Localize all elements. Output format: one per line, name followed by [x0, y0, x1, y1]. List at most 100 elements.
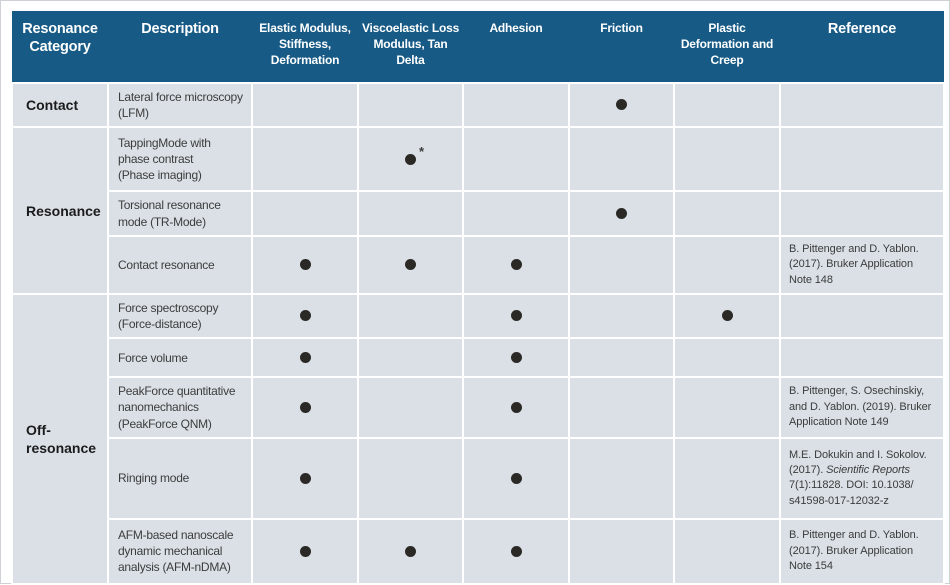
dot-icon [405, 545, 416, 557]
mark-cell-viscoelastic [357, 436, 464, 520]
column-header-resonance-category: Resonance Category [12, 11, 108, 83]
reference-journal-italic: Scientific Reports [826, 463, 910, 476]
dot-marker [299, 401, 311, 413]
dot-icon [510, 310, 522, 322]
dot-icon [405, 259, 416, 271]
dot-marker [510, 545, 522, 557]
reference-cell [779, 337, 945, 379]
dot-marker [510, 352, 522, 364]
reference-cell [779, 81, 945, 129]
dot-icon [299, 259, 311, 271]
mark-cell-viscoelastic [357, 376, 464, 439]
dot-icon [299, 401, 311, 413]
mark-cell-friction [568, 517, 675, 585]
mark-cell-plastic [673, 337, 781, 379]
description-cell: Ringing mode [107, 436, 253, 520]
reference-text: B. Pittenger and D. Yablon. (2017). Bruk… [789, 242, 919, 286]
reference-cell: M.E. Dokukin and I. Sokolov. (2017). Sci… [779, 436, 945, 520]
mark-cell-viscoelastic [357, 81, 464, 129]
table-row: Off- resonance Force spectroscopy (Force… [11, 292, 945, 585]
reference-cell [779, 126, 945, 193]
mark-cell-friction [568, 126, 675, 193]
dot-marker [510, 401, 522, 413]
mark-cell-viscoelastic [357, 234, 464, 295]
dot-icon [616, 207, 627, 219]
mark-cell-plastic [673, 81, 781, 129]
mark-cell-friction [568, 376, 675, 439]
mark-cell-adhesion [462, 234, 570, 295]
mark-cell-friction [568, 190, 675, 237]
reference-cell: B. Pittenger and D. Yablon. (2017). Bruk… [779, 517, 945, 585]
mark-cell-plastic [673, 292, 781, 340]
dot-icon [616, 99, 627, 111]
column-header-viscoelastic: Viscoelastic Loss Modulus, Tan Delta [358, 11, 463, 83]
mark-cell-elastic [251, 126, 359, 193]
mark-cell-viscoelastic [357, 190, 464, 237]
dot-marker [721, 310, 733, 322]
dot-marker [299, 259, 311, 271]
asterisk-note: * [419, 143, 425, 159]
reference-text: M.E. Dokukin and I. Sokolov. (2017). [789, 448, 927, 476]
dot-marker [616, 207, 627, 219]
reference-text: B. Pittenger and D. Yablon. (2017). Bruk… [789, 529, 919, 573]
mark-cell-adhesion [462, 337, 570, 379]
mark-cell-elastic [251, 234, 359, 295]
category-cell-off-resonance: Off- resonance [11, 292, 109, 585]
mark-cell-elastic [251, 517, 359, 585]
description-cell: TappingMode with phase contrast (Phase i… [107, 126, 253, 193]
mark-cell-adhesion [462, 126, 570, 193]
reference-text: 7(1):11828. DOI: 10.1038/ s41598-017-120… [789, 479, 914, 507]
dot-icon [299, 545, 311, 557]
mark-cell-friction [568, 436, 675, 520]
mark-cell-elastic [251, 337, 359, 379]
reference-cell: B. Pittenger and D. Yablon. (2017). Bruk… [779, 234, 945, 295]
dot-icon [510, 401, 522, 413]
table-row: Force volume [12, 337, 945, 379]
afm-modes-table: Resonance Category Description Elastic M… [11, 11, 945, 585]
dot-marker [616, 99, 627, 111]
table-row: Contact Lateral force microscopy (LFM) [11, 81, 945, 129]
dot-marker [299, 472, 311, 484]
description-cell: Torsional resonance mode (TR-Mode) [107, 190, 253, 237]
mark-cell-adhesion [462, 376, 570, 439]
column-header-plastic-deformation: Plastic Deformation and Creep [674, 11, 780, 83]
column-header-description: Description [108, 11, 252, 83]
mark-cell-friction [568, 81, 675, 129]
mark-cell-friction [568, 337, 675, 379]
dot-icon [299, 310, 311, 322]
column-header-adhesion: Adhesion [463, 11, 569, 83]
mark-cell-adhesion [462, 292, 570, 340]
mark-cell-plastic [673, 126, 781, 193]
mark-cell-plastic [673, 376, 781, 439]
description-cell: Force spectroscopy (Force-distance) [107, 292, 253, 340]
dot-icon [405, 153, 416, 165]
mark-cell-plastic [673, 436, 781, 520]
dot-marker [510, 472, 522, 484]
category-cell-contact: Contact [11, 81, 109, 129]
dot-marker [299, 310, 311, 322]
table-row: Resonance TappingMode with phase contras… [11, 126, 945, 295]
dot-icon [510, 259, 522, 271]
dot-icon [299, 352, 311, 364]
mark-cell-viscoelastic [357, 517, 464, 585]
dot-icon [510, 472, 522, 484]
mark-cell-adhesion [462, 190, 570, 237]
column-header-reference: Reference [780, 11, 944, 83]
dot-marker: * [405, 144, 424, 165]
dot-marker [299, 352, 311, 364]
mark-cell-plastic [673, 517, 781, 585]
header-row: Resonance Category Description Elastic M… [12, 11, 944, 83]
mark-cell-adhesion [462, 436, 570, 520]
dot-marker [510, 259, 522, 271]
table-row: Ringing mode M.E. Dokukin and I. Sokolov… [12, 436, 945, 520]
dot-marker [405, 545, 416, 557]
dot-icon [510, 352, 522, 364]
mark-cell-plastic [673, 234, 781, 295]
dot-marker [299, 545, 311, 557]
table-row: PeakForce quantitative nanomechanics (Pe… [12, 376, 945, 439]
table-row: Contact resonance B. Pittenger and D. Ya… [12, 234, 945, 295]
reference-text: B. Pittenger, S. Osechinskiy, and D. Yab… [789, 385, 932, 429]
description-cell: AFM-based nanoscale dynamic mechanical a… [107, 517, 253, 585]
mark-cell-adhesion [462, 81, 570, 129]
